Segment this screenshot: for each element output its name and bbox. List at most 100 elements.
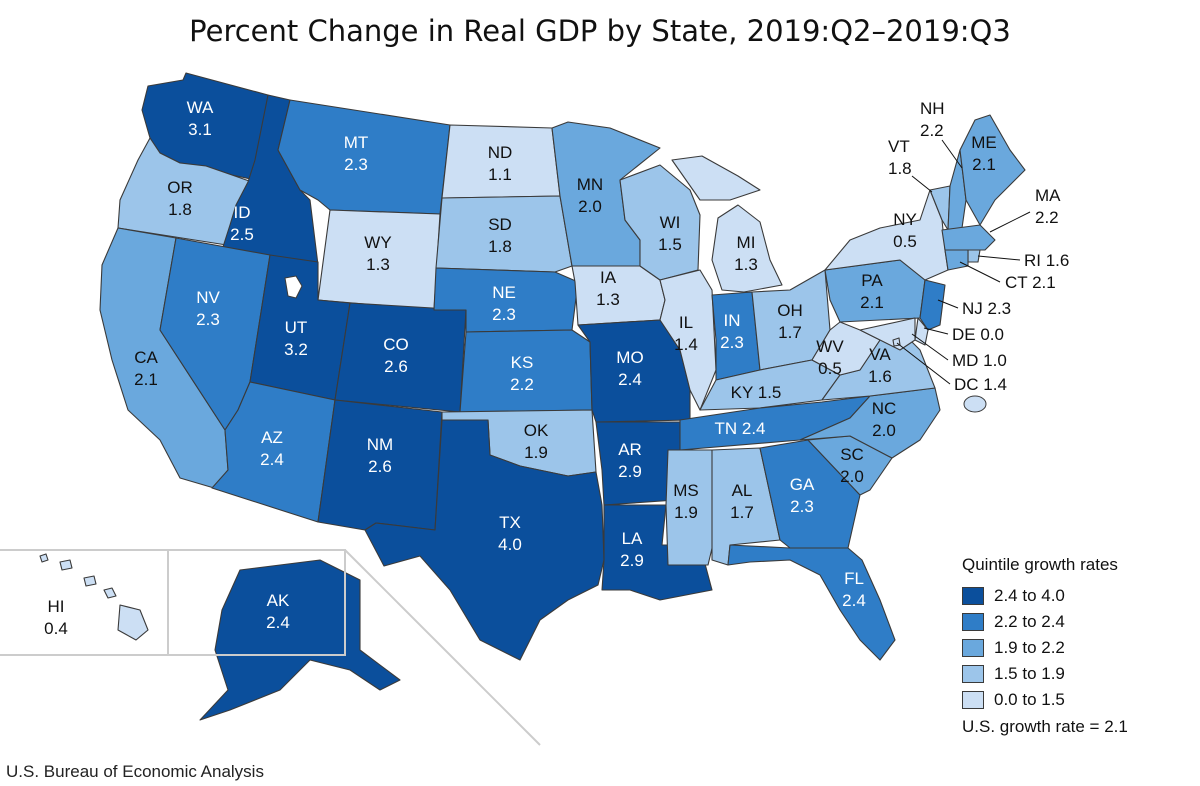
state-SD[interactable] [435,195,573,273]
label-AZ-name: AZ [261,428,283,447]
state-LA[interactable] [601,504,713,601]
legend-label: 2.2 to 2.4 [994,612,1065,631]
label-NV-name: NV [196,288,220,307]
label-LA-name: LA [622,529,643,548]
label-SD: SD 1.8 [488,215,512,256]
label-OK: OK 1.9 [524,421,549,462]
label-AZ: AZ 2.4 [260,428,284,469]
state-CT[interactable] [944,249,969,271]
label-MI-value: 1.3 [734,255,758,274]
us-growth-rate: U.S. growth rate = 2.1 [962,717,1128,736]
legend-swatch [962,665,984,683]
label-LA: LA 2.9 [620,529,644,570]
label-FL-value: 2.4 [842,591,866,610]
state-MA[interactable] [941,224,996,251]
state-MI-upper[interactable] [671,155,761,201]
label-WI-name: WI [660,213,681,232]
label-FL-name: FL [844,569,864,588]
label-GA: GA 2.3 [790,475,815,516]
label-MS-name: MS [673,481,699,500]
legend-label: 0.0 to 1.5 [994,690,1065,709]
label-VT-value: 1.8 [888,159,912,178]
state-MI[interactable] [711,204,783,293]
legend-swatch [962,691,984,709]
state-FL[interactable] [727,544,896,661]
label-NE: NE 2.3 [492,283,516,324]
label-SD-name: SD [488,215,512,234]
label-WV-value: 0.5 [818,359,842,378]
label-IA: IA 1.3 [596,268,620,309]
state-HI-island-3[interactable] [83,575,97,587]
legend-label: 1.5 to 1.9 [994,664,1065,683]
label-ME-value: 2.1 [972,155,996,174]
state-MD[interactable] [859,317,916,351]
label-ID: ID 2.5 [230,203,254,244]
label-MA-name: MA [1035,186,1061,205]
label-ND-name: ND [488,143,513,162]
label-NY-name: NY [893,210,917,229]
state-HI-group[interactable] [39,553,149,641]
state-HI-island-4[interactable] [59,559,73,571]
label-NV-value: 2.3 [196,310,220,329]
label-NM-name: NM [367,435,393,454]
state-AK[interactable] [199,559,401,721]
label-SC-name: SC [840,445,864,464]
label-OH: OH 1.7 [777,301,803,342]
label-UT: UT 3.2 [284,318,308,359]
state-PA[interactable] [824,259,926,323]
label-ME: ME 2.1 [971,133,997,174]
label-AK-value: 2.4 [266,613,290,632]
label-WY: WY 1.3 [364,233,391,274]
label-TX: TX 4.0 [498,513,522,554]
state-HI-island-5[interactable] [39,553,49,563]
label-RI: RI 1.6 [1024,251,1069,270]
label-SD-value: 1.8 [488,237,512,256]
label-CO-value: 2.6 [384,357,408,376]
label-ID-value: 2.5 [230,225,254,244]
legend-item: 1.9 to 2.2 [962,635,1128,661]
label-AR-value: 2.9 [618,462,642,481]
label-WV-name: WV [816,337,844,356]
label-GA-value: 2.3 [790,497,814,516]
leader-CT [959,261,1001,283]
label-PA-value: 2.1 [860,293,884,312]
label-IA-name: IA [600,268,617,287]
state-NJ[interactable] [919,279,946,331]
label-NE-value: 2.3 [492,305,516,324]
label-AZ-value: 2.4 [260,450,284,469]
label-IL: IL 1.4 [674,313,698,354]
island-shape [963,395,987,413]
label-OR-name: OR [167,178,193,197]
state-IL[interactable] [659,269,717,411]
label-NY: NY 0.5 [893,210,917,251]
label-SC-value: 2.0 [840,467,864,486]
legend-label: 1.9 to 2.2 [994,638,1065,657]
great-salt-lake [284,275,303,299]
label-TX-value: 4.0 [498,535,522,554]
state-HI[interactable] [117,604,149,641]
label-CA-value: 2.1 [134,370,158,389]
label-TX-name: TX [499,513,521,532]
state-ME[interactable] [959,114,1026,226]
label-OK-name: OK [524,421,549,440]
label-OH-name: OH [777,301,803,320]
state-HI-island-2[interactable] [103,587,117,599]
label-PA-name: PA [861,271,883,290]
label-AR-name: AR [618,440,642,459]
label-CA: CA 2.1 [134,348,158,389]
label-AR: AR 2.9 [618,440,642,481]
state-NH[interactable] [947,149,967,231]
label-IL-name: IL [679,313,693,332]
label-VT: VT 1.8 [888,137,912,178]
label-NC-value: 2.0 [872,421,896,440]
label-VA: VA 1.6 [868,345,892,386]
label-FL: FL 2.4 [842,569,866,610]
label-MD: MD 1.0 [952,351,1007,370]
state-TX[interactable] [364,419,605,661]
label-MT: MT 2.3 [344,133,369,174]
label-MS: MS 1.9 [673,481,699,522]
label-MO-value: 2.4 [618,370,642,389]
label-WY-name: WY [364,233,391,252]
label-IN-value: 2.3 [720,333,744,352]
state-AR[interactable] [595,421,686,506]
